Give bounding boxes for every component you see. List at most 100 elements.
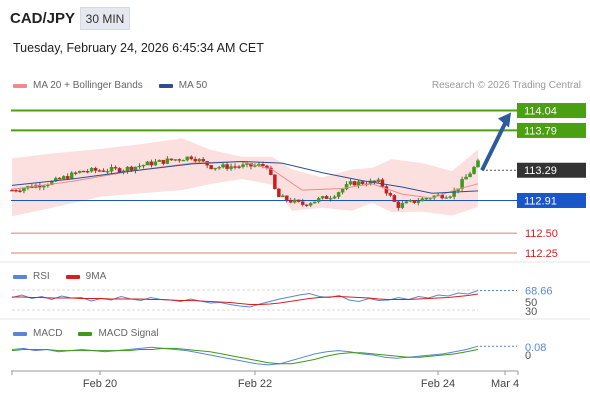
candle: [22, 187, 26, 194]
bollinger-band: [12, 138, 478, 217]
candle-body: [281, 195, 285, 198]
candle-body: [93, 167, 98, 171]
candle-body: [400, 203, 405, 208]
legend-item-macd: MACD: [13, 328, 62, 339]
candle: [237, 165, 241, 169]
candle-body: [117, 168, 122, 173]
candle: [336, 191, 341, 200]
candle-body: [113, 167, 118, 169]
candle-body: [316, 198, 321, 202]
candle-body: [161, 159, 166, 164]
x-tick-label: Feb 20: [83, 378, 117, 390]
level-112-91-label: 112.91: [524, 195, 557, 207]
candle: [304, 204, 309, 207]
candle: [217, 165, 221, 170]
candle: [320, 195, 325, 200]
candle: [472, 165, 476, 175]
candle-body: [129, 166, 134, 171]
candle-body: [73, 172, 78, 174]
candle: [412, 200, 417, 204]
candle-body: [392, 195, 397, 202]
candle: [269, 165, 273, 176]
candle-body: [332, 196, 337, 199]
candle: [285, 195, 289, 203]
candle-body: [289, 200, 293, 203]
candle-body: [348, 181, 353, 185]
candle: [105, 168, 110, 175]
candle-body: [229, 166, 233, 169]
legend-swatch-9ma: [65, 274, 80, 279]
candle-body: [77, 170, 82, 173]
candle-body: [225, 164, 229, 169]
legend-item-9ma: 9MA: [65, 271, 107, 282]
candle: [476, 158, 480, 168]
candle: [157, 159, 162, 162]
candle: [281, 194, 285, 198]
candle: [109, 164, 114, 175]
candle-body: [137, 165, 142, 168]
candle-body: [420, 198, 424, 202]
panel-dividers: [0, 261, 590, 320]
candle: [340, 188, 345, 195]
candle: [141, 164, 146, 169]
candle-body: [97, 170, 102, 172]
level-113-79-label-box: [517, 122, 586, 138]
candle-body: [340, 188, 345, 193]
candle: [113, 165, 118, 171]
legend-swatch-rsi: [13, 274, 27, 279]
candles: [10, 155, 480, 211]
candle: [408, 199, 413, 203]
candle: [145, 160, 150, 166]
moving-averages: [11, 160, 479, 199]
candle-body: [273, 174, 277, 190]
candle-body: [412, 200, 417, 203]
candle-body: [197, 158, 201, 162]
candle: [297, 199, 301, 203]
level-112-25-label: 112.25: [525, 248, 558, 260]
candle: [225, 161, 229, 171]
candle: [89, 167, 94, 173]
candle-body: [468, 173, 472, 178]
x-tick-label: Mar 4: [491, 378, 519, 390]
macd-legend: MACD MACD Signal: [13, 328, 174, 339]
candle-body: [237, 166, 241, 168]
candle: [324, 194, 329, 199]
legend-label-ma50: MA 50: [178, 80, 208, 91]
candle-body: [177, 159, 182, 161]
candle-body: [125, 166, 130, 171]
legend-item-rsi: RSI: [13, 271, 50, 282]
candle: [356, 179, 361, 189]
candle: [153, 158, 158, 166]
candle-body: [324, 196, 329, 199]
candle: [229, 163, 233, 171]
candle: [344, 181, 349, 191]
candle-body: [105, 171, 110, 173]
legend-label-9ma: 9MA: [85, 271, 107, 282]
legend-swatch-ma50: [158, 83, 173, 88]
candle-body: [424, 198, 428, 200]
timeframe-tab[interactable]: 30 MIN: [80, 7, 130, 30]
candle: [201, 157, 205, 163]
candle-body: [380, 179, 385, 187]
candle-body: [448, 196, 452, 198]
candle: [10, 188, 14, 192]
price-level-labels: 114.04 113.79 113.29 112.91 112.50 112.25: [517, 103, 586, 260]
candle: [444, 195, 448, 199]
candle-body: [360, 181, 365, 185]
x-tick-label: Feb 24: [421, 378, 455, 390]
candle-body: [416, 200, 421, 203]
candle: [392, 194, 397, 203]
legend-swatch-ma20: [13, 83, 27, 88]
candle-body: [472, 166, 476, 174]
candle-body: [89, 167, 94, 172]
candle: [352, 180, 357, 186]
candle-body: [253, 165, 257, 167]
rsi-tick-label: 50: [525, 297, 537, 309]
candle-body: [133, 166, 138, 171]
bollinger-band-area: [12, 138, 478, 217]
rsi-tick-label: 68.66: [525, 286, 553, 298]
candle: [58, 177, 62, 180]
legend-label-macd-signal: MACD Signal: [98, 328, 159, 339]
candle-body: [213, 167, 217, 170]
chart-datetime: Tuesday, February 24, 2026 6:45:34 AM CE…: [13, 41, 264, 55]
